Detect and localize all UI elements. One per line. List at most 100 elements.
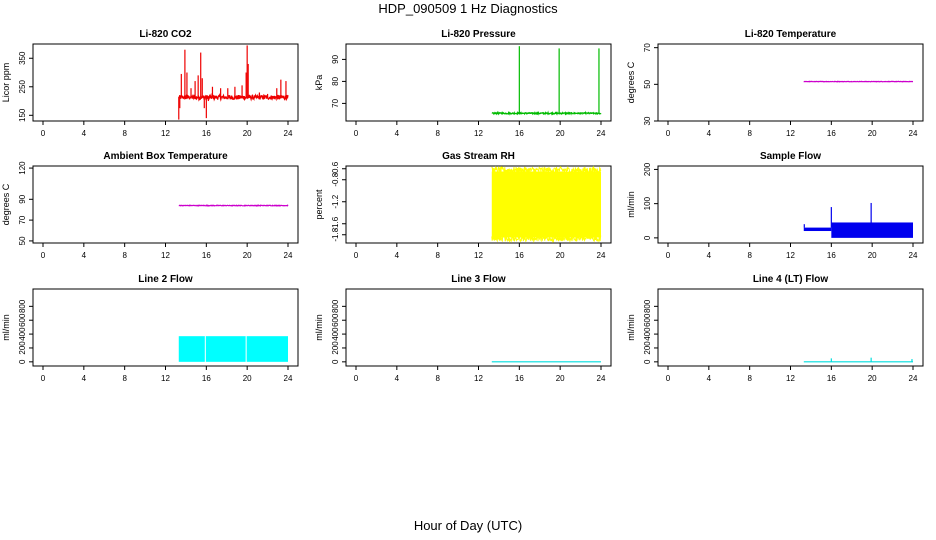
panel-co2: Li-820 CO2 Licor ppm 0 4 8 12 16 20 24 150 250 350	[1, 29, 299, 138]
y-axis-label: ml/min	[1, 314, 11, 341]
data-line	[178, 204, 289, 207]
panel-title: Line 2 Flow	[138, 274, 193, 285]
y-tick-label: 800	[18, 299, 27, 313]
y-tick-label: 0	[643, 359, 652, 364]
x-tick-label: 16	[202, 251, 211, 260]
panel-title: Li-820 Pressure	[441, 29, 516, 40]
x-tick-label: 16	[827, 374, 836, 383]
x-tick-label: 0	[666, 129, 671, 138]
x-tick-label: 16	[515, 251, 524, 260]
y-tick-label: 200	[18, 341, 27, 355]
x-tick-label: 0	[41, 129, 46, 138]
x-tick-label: 8	[435, 129, 440, 138]
data-band	[803, 227, 832, 232]
x-tick-label: 8	[747, 251, 752, 260]
x-tick-label: 20	[868, 251, 877, 260]
y-tick-label: 120	[18, 161, 27, 175]
x-tick-label: 16	[515, 129, 524, 138]
x-tick-label: 16	[827, 251, 836, 260]
y-tick-label: 70	[643, 43, 652, 52]
y-tick-label: 200	[643, 162, 652, 176]
x-tick-label: 20	[868, 374, 877, 383]
x-tick-label: 20	[556, 374, 565, 383]
x-tick-label: 12	[161, 251, 170, 260]
panel-licor-temp: Li-820 Temperature degrees C 0 4 8 12 16 20 24 30…	[626, 29, 924, 138]
x-tick-label: 0	[41, 251, 46, 260]
panel-box-temp: Ambient Box Temperature degrees C 0 4 8 12 16 2…	[1, 151, 299, 260]
y-tick-label: 200	[643, 341, 652, 355]
data-band	[246, 336, 288, 362]
x-tick-label: 12	[161, 129, 170, 138]
x-tick-label: 0	[41, 374, 46, 383]
x-tick-label: 20	[243, 251, 252, 260]
x-tick-label: 0	[666, 251, 671, 260]
panel-title: Ambient Box Temperature	[103, 151, 228, 162]
y-tick-label: 80	[331, 76, 340, 85]
y-tick-label: 90	[18, 194, 27, 203]
x-tick-label: 8	[747, 129, 752, 138]
x-tick-label: 12	[474, 251, 483, 260]
panel-line4: Line 4 (LT) Flow ml/min 0 4 8 12 16 20 24 0 200400…	[626, 274, 924, 383]
data-band	[178, 336, 205, 362]
x-tick-label: 12	[161, 374, 170, 383]
data-band	[205, 336, 246, 362]
y-tick-label: 0	[18, 359, 27, 364]
y-tick-label: 400	[18, 327, 27, 341]
y-tick-label: -0.8	[331, 172, 340, 186]
x-tick-label: 20	[556, 251, 565, 260]
y-tick-label: -1.2	[331, 194, 340, 208]
panel-title: Gas Stream RH	[442, 151, 515, 162]
x-tick-label: 16	[202, 129, 211, 138]
y-axis-label: percent	[314, 189, 324, 220]
figure-title: HDP_090509 1 Hz Diagnostics	[378, 1, 558, 16]
x-tick-label: 24	[284, 251, 293, 260]
y-tick-label: 800	[643, 299, 652, 313]
plot-frame	[657, 43, 924, 122]
y-tick-label: 50	[18, 236, 27, 245]
y-tick-label: -1.8	[331, 227, 340, 241]
y-tick-label: 0	[331, 359, 340, 364]
x-tick-label: 24	[284, 374, 293, 383]
y-tick-label: 600	[18, 313, 27, 327]
data-series	[178, 204, 289, 207]
plot-frame	[657, 288, 924, 367]
x-tick-label: 12	[474, 129, 483, 138]
data-line	[491, 110, 602, 116]
y-tick-label: 250	[18, 80, 27, 94]
x-tick-label: 12	[474, 374, 483, 383]
x-tick-label: 12	[786, 129, 795, 138]
y-tick-label: -0.6	[331, 161, 340, 175]
panel-title: Li-820 CO2	[139, 29, 192, 40]
panel-title: Sample Flow	[760, 151, 821, 162]
panel-rh: Gas Stream RH percent 0 4 8 12 16 20 24 -1.8-1.6 -…	[314, 151, 612, 260]
y-tick-label: 350	[18, 51, 27, 65]
y-axis-label: Licor ppm	[1, 63, 11, 103]
data-series	[491, 165, 602, 244]
panel-pressure: Li-820 Pressure kPa 0 4 8 12 16 20 24 70 80 90	[314, 29, 612, 138]
x-tick-label: 16	[202, 374, 211, 383]
x-tick-label: 4	[395, 251, 400, 260]
y-tick-label: 800	[331, 299, 340, 313]
panel-title: Line 4 (LT) Flow	[753, 274, 829, 285]
panel-sample-flow: Sample Flow ml/min 0 4 8 12 16 20 24 0 100 200	[626, 151, 924, 260]
x-tick-label: 4	[82, 129, 87, 138]
data-band	[491, 171, 601, 238]
panel-title: Li-820 Temperature	[745, 29, 837, 40]
y-tick-label: -1.6	[331, 216, 340, 230]
y-axis-label: kPa	[314, 75, 324, 91]
x-tick-label: 24	[597, 129, 606, 138]
y-tick-label: 100	[643, 196, 652, 210]
y-axis-label: ml/min	[314, 314, 324, 341]
data-series	[178, 45, 289, 120]
y-axis-label: degrees C	[626, 61, 636, 103]
x-tick-label: 8	[122, 251, 127, 260]
panel-title: Line 3 Flow	[451, 274, 506, 285]
y-tick-label: 70	[18, 215, 27, 224]
x-tick-label: 12	[786, 251, 795, 260]
x-tick-label: 8	[747, 374, 752, 383]
x-tick-label: 4	[82, 374, 87, 383]
x-tick-label: 4	[707, 129, 712, 138]
x-tick-label: 24	[284, 129, 293, 138]
